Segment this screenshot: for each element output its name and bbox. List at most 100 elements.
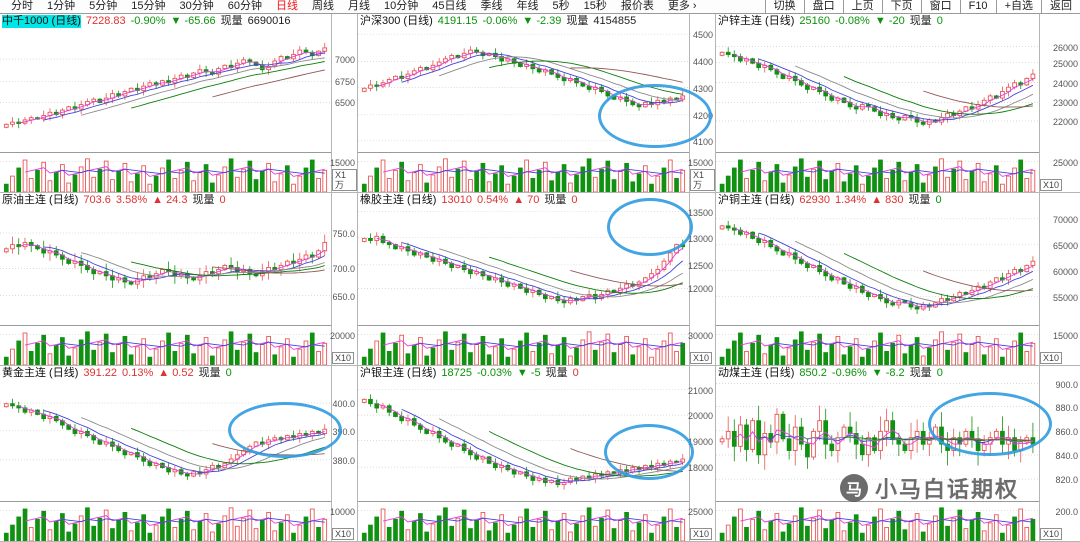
volume-label: 现量 [908,193,931,206]
candlestick-chart[interactable] [0,380,331,501]
timeframe-item-9[interactable]: 10分钟 [384,0,419,12]
candlestick-chart[interactable] [716,28,1039,152]
axis-multiplier: X10 [1040,352,1063,364]
candlestick-chart[interactable] [358,207,689,325]
change-value: ▲ 830 [871,193,904,206]
volume-chart[interactable] [358,152,689,192]
instrument-name: 中千1000 (日线) [2,14,81,28]
volume-label: 现量 [192,193,215,206]
axis-multiplier: X10 [1040,528,1063,540]
last-price: 7228.83 [85,14,126,27]
volume-axis-label: 25000 [687,507,713,517]
volume-chart[interactable] [716,501,1039,541]
change-value: ▼ -5 [516,366,541,379]
toolbar-button-5[interactable]: F10 [959,0,996,13]
volume-label: 现量 [220,14,243,27]
chart-panel-2[interactable]: 沪深300 (日线) 4191.15 -0.06% ▼ -2.39 现量 4154855 4… [358,14,716,193]
change-percent: 0.54% [476,193,509,206]
chart-panel-5[interactable]: 橡胶主连 (日线) 13010 0.54% ▲ 70 现量 0 13500 13000 1250… [358,193,716,366]
toolbar-button-3[interactable]: 下页 [881,0,921,13]
timeframe-item-4[interactable]: 30分钟 [179,0,214,12]
instrument-name: 橡胶主连 (日线) [360,193,437,206]
timeframe-item-8[interactable]: 月线 [348,0,370,12]
price-axis-label: 4400 [692,57,713,67]
price-axis-label: 390.0 [332,427,355,437]
candlestick-chart[interactable] [716,380,1039,501]
volume-value: 0 [936,14,943,27]
price-axis-label: 4300 [692,84,713,94]
timeframe-item-1[interactable]: 1分钟 [47,0,76,12]
last-price: 850.2 [799,366,827,379]
price-axis-label: 860.0 [1055,427,1078,437]
price-axis-label: 19000 [687,437,713,447]
chart-panel-7[interactable]: 黄金主连 (日线) 391.22 0.13% ▲ 0.52 现量 0 400.0 390.0 3… [0,366,358,542]
chart-panel-9[interactable]: 动煤主连 (日线) 850.2 -0.96% ▼ -8.2 现量 0 900.0 880.0 8… [716,366,1080,542]
candlestick-chart[interactable] [358,28,689,152]
timeframe-item-6[interactable]: 日线 [276,0,298,12]
volume-chart[interactable] [716,325,1039,365]
change-percent: -0.90% [130,14,166,27]
volume-label: 现量 [909,14,932,27]
axis-multiplier: X10 [332,352,355,364]
change-value: ▼ -8.2 [871,366,905,379]
toolbar-button-1[interactable]: 盘口 [803,0,843,13]
toolbar-button-7[interactable]: 返回 [1041,0,1080,13]
timeframe-item-7[interactable]: 周线 [312,0,334,12]
candlestick-chart[interactable] [0,28,331,152]
chart-panel-8[interactable]: 沪银主连 (日线) 18725 -0.03% ▼ -5 现量 0 21000 20000 190… [358,366,716,542]
price-axis: 400.0 390.0 380.0 10000 X10 [329,366,357,541]
volume-chart[interactable] [358,501,689,541]
price-axis-label: 4500 [692,30,713,40]
last-price: 62930 [799,193,830,206]
candlestick-chart[interactable] [0,207,331,325]
timeframe-item-10[interactable]: 45日线 [432,0,467,12]
candlestick-chart[interactable] [716,207,1039,325]
instrument-name: 动煤主连 (日线) [718,366,795,379]
timeframe-item-0[interactable]: 分时 [11,0,33,12]
timeframe-item-16[interactable]: 更多 › [667,0,697,12]
price-axis-label: 7000 [334,55,355,65]
volume-chart[interactable] [716,152,1039,192]
volume-label: 现量 [566,14,589,27]
chart-panel-1[interactable]: 中千1000 (日线) 7228.83 -0.90% ▼ -65.66 现量 669001… [0,14,358,193]
timeframe-item-12[interactable]: 年线 [516,0,539,12]
volume-axis-label: 10000 [329,507,355,517]
timeframe-toolbar: 分时 1分钟 5分钟 15分钟 30分钟 60分钟 日线 周线 月线 10分钟 45日线 季线 年线 5秒… [0,0,1080,14]
price-axis-label: 840.0 [1055,451,1078,461]
toolbar-button-0[interactable]: 切换 [764,0,804,13]
volume-chart[interactable] [0,152,331,192]
timeframe-item-5[interactable]: 60分钟 [227,0,262,12]
price-axis-label: 26000 [1052,43,1078,53]
price-axis-label: 70000 [1052,215,1078,225]
volume-chart[interactable] [358,325,689,365]
toolbar-button-4[interactable]: 窗口 [920,0,960,13]
timeframe-item-2[interactable]: 5分钟 [89,0,118,12]
price-axis-label: 25000 [1052,59,1078,69]
timeframe-item-11[interactable]: 季线 [480,0,503,12]
timeframe-item-3[interactable]: 15分钟 [131,0,166,12]
price-axis-label: 700.0 [332,264,355,274]
toolbar-button-6[interactable]: +自选 [995,0,1041,13]
timeframe-item-13[interactable]: 5秒 [552,0,570,12]
panel-title: 中千1000 (日线) 7228.83 -0.90% ▼ -65.66 现量 669001… [0,14,331,28]
volume-chart[interactable] [0,501,331,541]
instrument-name: 沪深300 (日线) [360,14,433,27]
volume-label: 现量 [909,366,932,379]
last-price: 4191.15 [437,14,478,27]
price-axis: 13500 13000 12500 12000 30000 X10 [687,193,715,365]
volume-chart[interactable] [0,325,331,365]
panel-title: 沪锌主连 (日线) 25160 -0.08% ▼ -20 现量 0 [716,14,1039,28]
timeframe-item-15[interactable]: 报价表 [620,0,654,12]
candlestick-chart[interactable] [358,380,689,501]
price-axis-label: 12000 [687,284,713,294]
chart-panel-3[interactable]: 沪锌主连 (日线) 25160 -0.08% ▼ -20 现量 0 26000 25000 24… [716,14,1080,193]
volume-value: 0 [571,193,578,206]
timeframe-item-14[interactable]: 15秒 [583,0,607,12]
toolbar-button-2[interactable]: 上页 [842,0,882,13]
chart-panel-6[interactable]: 沪铜主连 (日线) 62930 1.34% ▲ 830 现量 0 70000 65000 600… [716,193,1080,366]
chart-panel-4[interactable]: 原油主连 (日线) 703.6 3.58% ▲ 24.3 现量 0 750.0 700.0 65… [0,193,358,366]
instrument-name: 沪锌主连 (日线) [718,14,795,27]
price-axis-label: 6500 [334,98,355,108]
panel-title: 沪铜主连 (日线) 62930 1.34% ▲ 830 现量 0 [716,193,1039,207]
